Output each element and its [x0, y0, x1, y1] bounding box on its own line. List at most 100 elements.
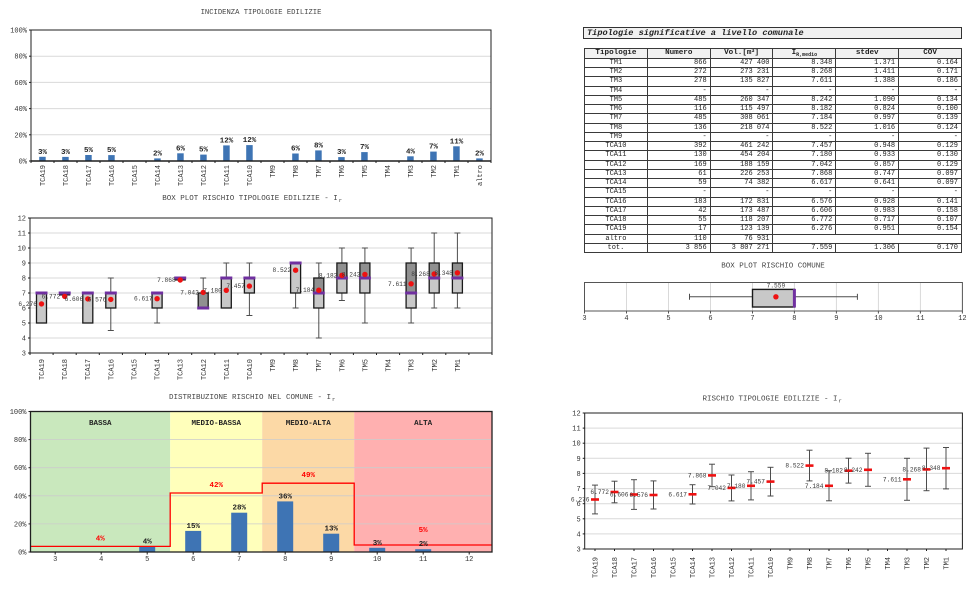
svg-text:TCA19: TCA19 — [593, 557, 601, 578]
svg-text:12: 12 — [958, 315, 966, 323]
svg-text:8.522: 8.522 — [273, 267, 292, 274]
svg-text:TM5: TM5 — [362, 359, 370, 372]
svg-text:12: 12 — [18, 216, 26, 224]
svg-text:49%: 49% — [301, 472, 315, 480]
svg-text:TCA14: TCA14 — [690, 557, 698, 578]
svg-text:TM6: TM6 — [339, 359, 347, 372]
svg-text:5: 5 — [666, 315, 670, 323]
svg-text:7.042: 7.042 — [180, 289, 199, 296]
svg-text:RISCHIO TIPOLOGIE EDILIZIE - I: RISCHIO TIPOLOGIE EDILIZIE - I — [702, 396, 837, 404]
svg-text:TCA14: TCA14 — [155, 165, 163, 186]
svg-text:8.348: 8.348 — [922, 465, 941, 472]
svg-text:6: 6 — [22, 306, 26, 314]
svg-text:TM8: TM8 — [293, 359, 301, 372]
svg-text:TCA16: TCA16 — [109, 165, 117, 186]
svg-text:TM2: TM2 — [431, 165, 439, 178]
svg-text:60%: 60% — [14, 465, 27, 473]
svg-text:TM2: TM2 — [924, 557, 932, 570]
svg-text:6.606: 6.606 — [610, 492, 629, 499]
svg-text:TM9: TM9 — [270, 165, 278, 178]
svg-text:4: 4 — [22, 336, 26, 344]
svg-text:6: 6 — [191, 556, 195, 564]
svg-text:2%: 2% — [153, 150, 163, 158]
svg-text:11%: 11% — [450, 138, 464, 146]
svg-text:10: 10 — [18, 246, 26, 254]
svg-text:7.042: 7.042 — [707, 485, 726, 492]
svg-text:7: 7 — [22, 291, 26, 299]
svg-text:100%: 100% — [10, 409, 28, 417]
svg-text:TM4: TM4 — [885, 557, 893, 570]
svg-text:TCA16: TCA16 — [651, 557, 659, 578]
svg-text:6.606: 6.606 — [65, 296, 84, 303]
svg-text:3%: 3% — [61, 149, 71, 157]
svg-text:8%: 8% — [314, 142, 324, 150]
svg-text:TM6: TM6 — [339, 165, 347, 178]
svg-text:TM2: TM2 — [432, 359, 440, 372]
svg-text:TM1: TM1 — [455, 359, 463, 372]
svg-text:TCA19: TCA19 — [39, 359, 47, 380]
svg-text:7: 7 — [750, 315, 754, 323]
svg-text:8.182: 8.182 — [319, 272, 338, 279]
svg-text:TM4: TM4 — [385, 165, 393, 178]
svg-text:TM5: TM5 — [866, 557, 874, 570]
svg-text:TCA15: TCA15 — [132, 165, 140, 186]
svg-text:TM4: TM4 — [386, 359, 394, 372]
svg-text:6: 6 — [576, 501, 580, 509]
svg-text:6%: 6% — [176, 145, 186, 153]
svg-text:5: 5 — [145, 556, 149, 564]
svg-text:MEDIO-BASSA: MEDIO-BASSA — [191, 420, 241, 428]
svg-text:BOX PLOT RISCHIO COMUNE: BOX PLOT RISCHIO COMUNE — [721, 263, 825, 271]
svg-text:TCA13: TCA13 — [178, 165, 186, 186]
svg-text:ALTA: ALTA — [414, 420, 433, 428]
svg-text:TCA10: TCA10 — [247, 165, 255, 186]
svg-text:7.184: 7.184 — [296, 287, 315, 294]
svg-text:TCA19: TCA19 — [40, 165, 48, 186]
svg-text:8: 8 — [22, 276, 26, 284]
svg-text:8.242: 8.242 — [844, 467, 863, 474]
svg-text:4%: 4% — [406, 148, 416, 156]
svg-text:28%: 28% — [232, 505, 246, 513]
svg-text:5%: 5% — [107, 147, 117, 155]
svg-text:7.868: 7.868 — [157, 277, 176, 284]
svg-text:TM3: TM3 — [408, 165, 416, 178]
svg-text:7.868: 7.868 — [688, 472, 707, 479]
svg-text:6: 6 — [708, 315, 712, 323]
svg-text:7.559: 7.559 — [767, 282, 786, 289]
svg-text:r: r — [332, 396, 335, 403]
svg-text:6.617: 6.617 — [668, 491, 687, 498]
svg-text:TM3: TM3 — [409, 359, 417, 372]
svg-text:6.576: 6.576 — [88, 296, 107, 303]
svg-text:TCA10: TCA10 — [768, 557, 776, 578]
svg-text:3%: 3% — [337, 149, 347, 157]
svg-text:8.522: 8.522 — [785, 463, 804, 470]
svg-text:6.276: 6.276 — [18, 301, 37, 308]
svg-text:TCA15: TCA15 — [671, 557, 679, 578]
svg-text:TCA18: TCA18 — [62, 359, 70, 380]
svg-text:6.276: 6.276 — [571, 497, 590, 504]
svg-text:TM5: TM5 — [362, 165, 370, 178]
svg-text:15%: 15% — [186, 523, 200, 531]
svg-text:3%: 3% — [373, 540, 383, 548]
svg-text:8.268: 8.268 — [411, 271, 430, 278]
svg-text:r: r — [339, 197, 342, 204]
svg-text:2%: 2% — [475, 150, 485, 158]
svg-text:TCA16: TCA16 — [108, 359, 116, 380]
svg-text:8: 8 — [283, 556, 287, 564]
svg-text:altro: altro — [477, 165, 485, 186]
svg-text:11: 11 — [18, 231, 26, 239]
svg-text:3%: 3% — [38, 149, 48, 157]
svg-text:TCA15: TCA15 — [131, 359, 139, 380]
svg-text:7.457: 7.457 — [746, 479, 765, 486]
svg-text:7.611: 7.611 — [388, 281, 407, 288]
svg-text:5: 5 — [576, 516, 580, 524]
svg-text:TM9: TM9 — [788, 557, 796, 570]
svg-text:80%: 80% — [14, 437, 27, 445]
svg-text:7.457: 7.457 — [226, 283, 245, 290]
svg-text:8: 8 — [792, 315, 796, 323]
svg-text:BASSA: BASSA — [89, 420, 112, 428]
svg-text:5%: 5% — [199, 147, 209, 155]
svg-text:4: 4 — [624, 315, 628, 323]
svg-text:40%: 40% — [14, 106, 27, 114]
svg-text:10: 10 — [373, 556, 381, 564]
svg-text:6.576: 6.576 — [629, 492, 648, 499]
